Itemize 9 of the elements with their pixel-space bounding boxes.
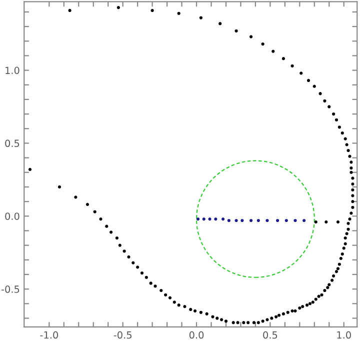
y-tick-label: 0.5: [5, 140, 20, 148]
y-tick-label: -0.5: [1, 286, 20, 293]
x-tick-label: 0.0: [189, 331, 204, 339]
y-tick-label: 0.0: [5, 212, 20, 220]
y-tick-label: 1.0: [6, 66, 20, 74]
x-tick-label: 0.5: [263, 331, 278, 339]
x-tick-label: -0.5: [114, 331, 132, 339]
x-tick-label: -1.0: [40, 331, 58, 339]
x-tick-label: 1.0: [337, 331, 351, 339]
